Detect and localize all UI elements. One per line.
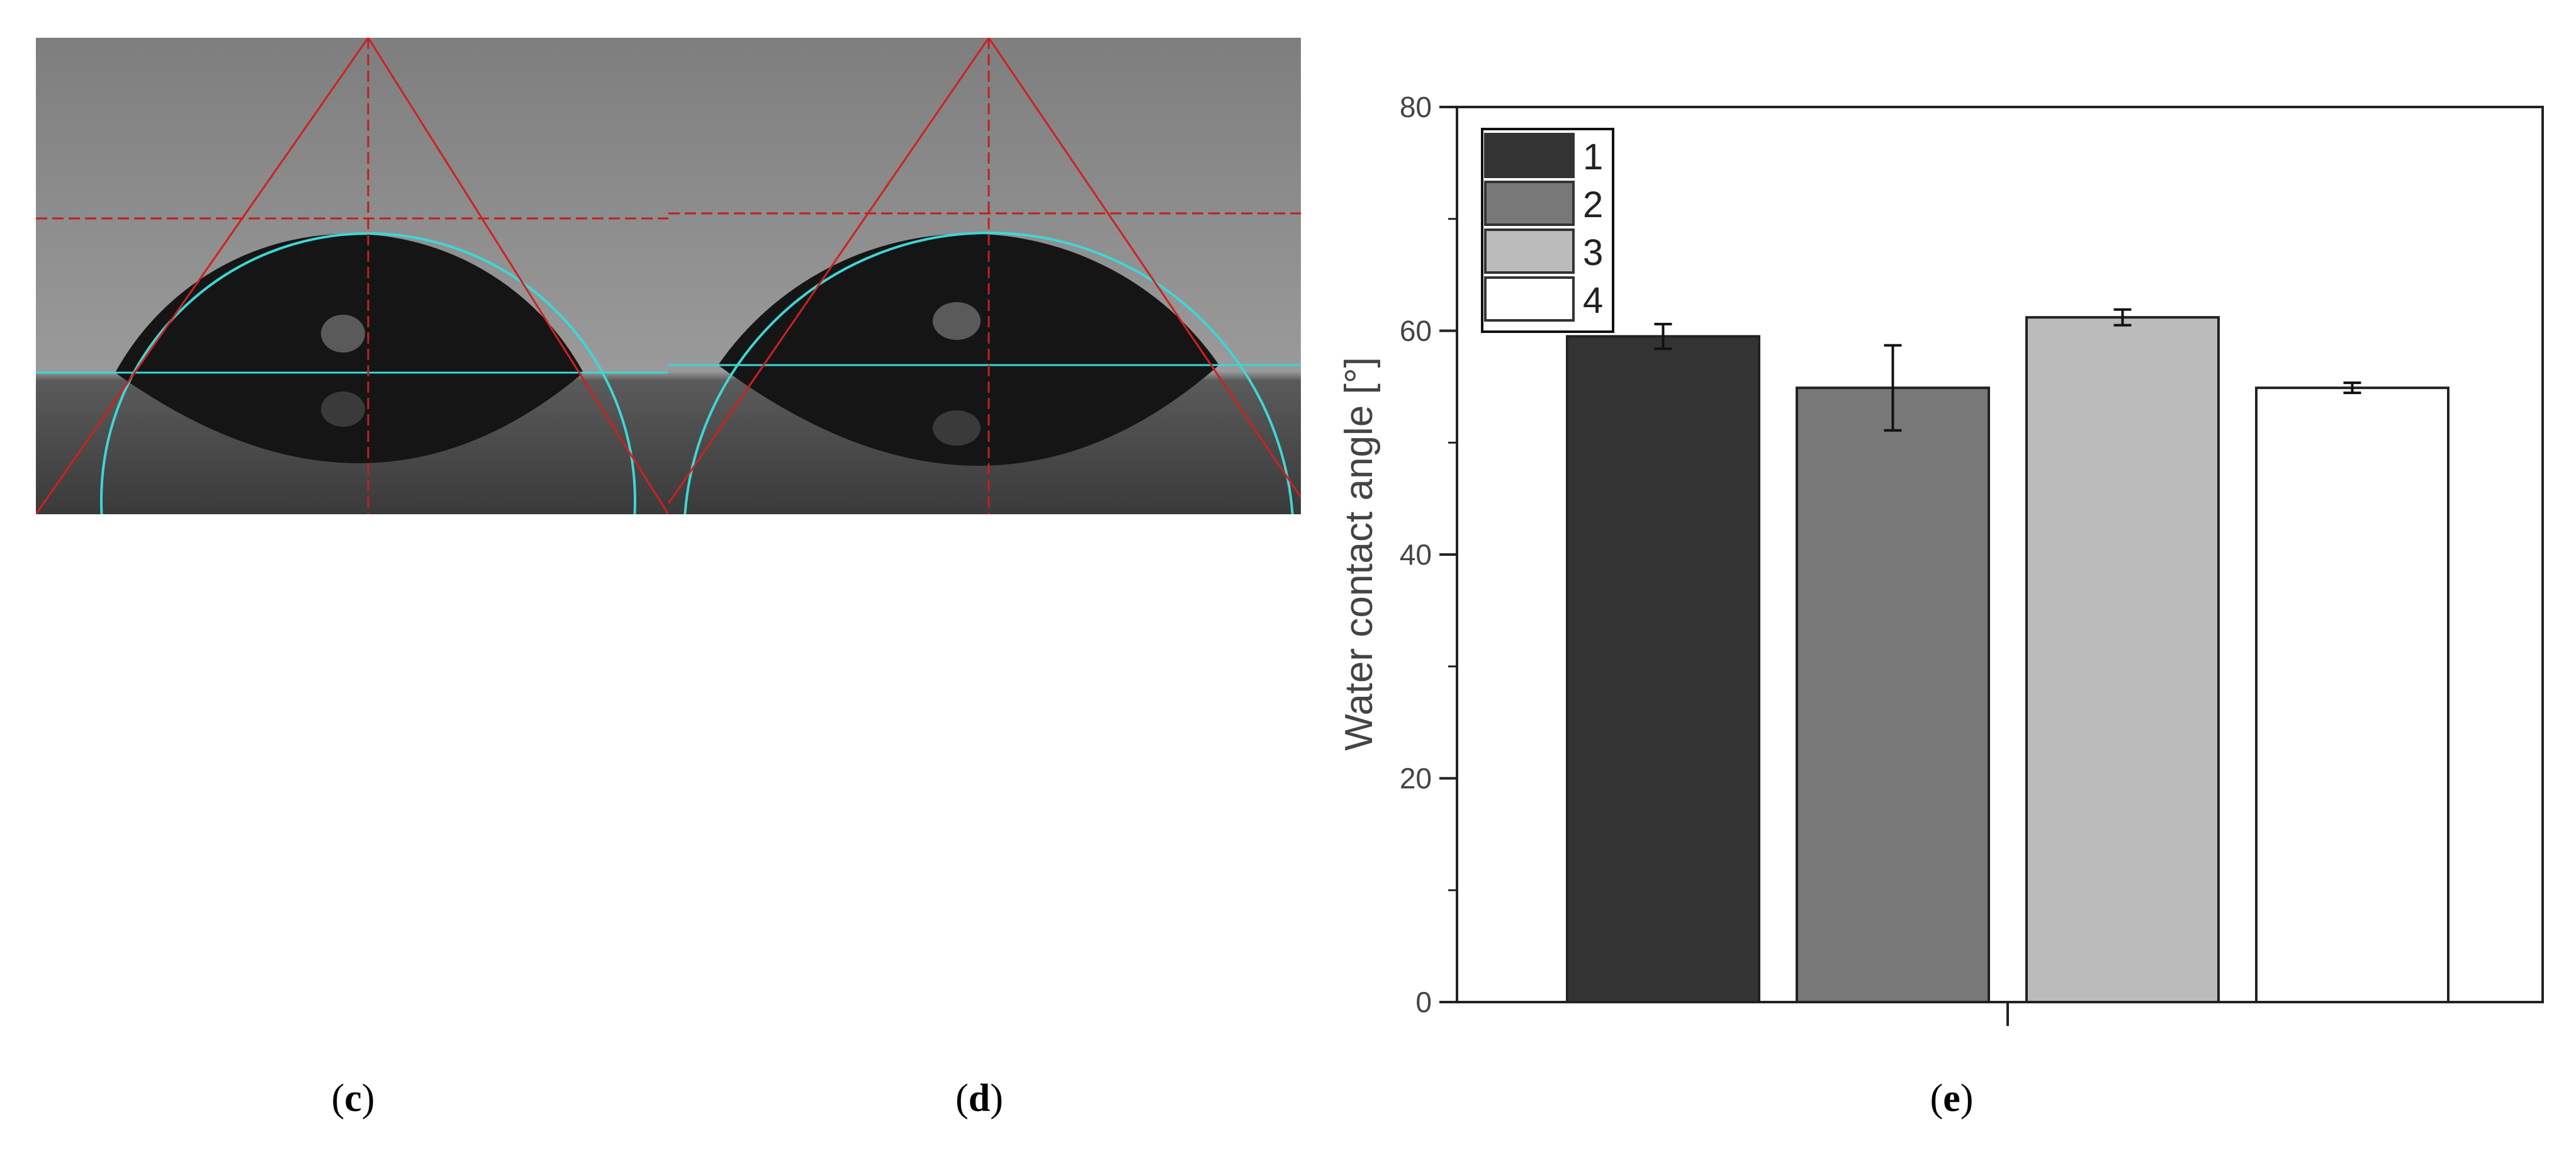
y-tick-label: 60 [1400,315,1432,347]
error-bar-1 [1654,322,1672,350]
legend-label: 2 [1583,184,1603,225]
y-tick-label: 80 [1400,91,1432,123]
legend-swatch-3 [1484,228,1575,274]
bar-chart: Water contact angle [°] 0 20 40 60 80 1 2 3 4 [1337,91,2544,1026]
y-tick-label: 20 [1400,762,1432,795]
legend-label: 1 [1583,137,1603,178]
legend-swatch-2 [1484,181,1575,226]
panel-label-d: (d) [955,1077,1003,1120]
legend-label: 4 [1583,280,1603,321]
panel-label-c: (c) [332,1077,375,1120]
bar-1 [1566,335,1760,1004]
legend-swatch-4 [1484,276,1575,322]
bar-4 [2255,386,2449,1003]
legend-swatch-1 [1484,133,1575,178]
legend: 1 2 3 4 [1481,128,1614,333]
error-bar-3 [2113,308,2132,327]
bar-3 [2025,316,2220,1003]
droplet-image-c [36,38,668,514]
error-bar-4 [2343,381,2361,395]
droplet-image-d [668,38,1301,514]
y-tick-label: 0 [1415,986,1432,1018]
panel-label-e: (e) [1930,1077,1974,1120]
legend-label: 3 [1583,232,1603,273]
error-bar-2 [1884,344,1902,432]
bar-2 [1796,386,1990,1003]
y-axis-label: Water contact angle [°] [1337,357,1381,751]
y-tick-label: 40 [1400,538,1432,571]
